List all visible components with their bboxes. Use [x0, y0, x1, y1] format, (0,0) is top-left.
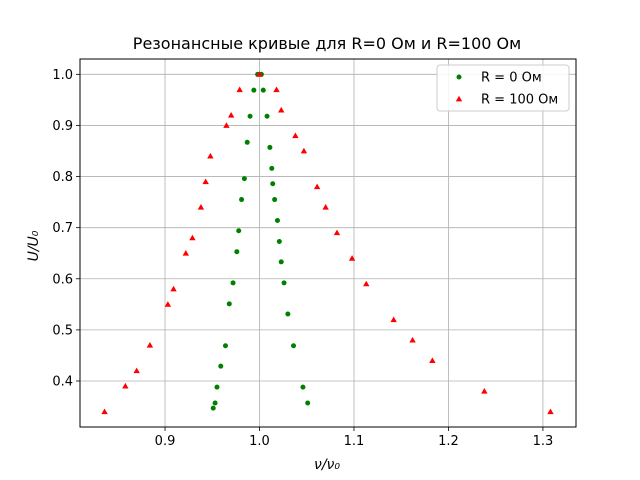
data-point: [278, 259, 284, 265]
data-point: [390, 316, 397, 323]
data-point: [272, 197, 278, 203]
x-tick-label: 1.3: [533, 434, 554, 449]
data-point: [267, 144, 273, 150]
data-point: [236, 228, 242, 234]
y-tick-label: 0.8: [52, 170, 73, 185]
x-tick-label: 1.1: [344, 434, 365, 449]
data-point: [409, 336, 416, 343]
y-tick-label: 0.4: [52, 375, 73, 390]
data-point: [244, 139, 250, 145]
data-point: [291, 343, 297, 349]
data-point: [227, 112, 235, 118]
data-point: [269, 165, 275, 171]
data-points: [101, 71, 554, 415]
data-point: [239, 197, 245, 203]
data-point: [455, 95, 463, 102]
data-point: [363, 280, 370, 287]
y-tick-label: 0.9: [52, 119, 73, 134]
data-point: [210, 405, 216, 411]
data-point: [264, 113, 270, 119]
data-point: [276, 238, 282, 244]
data-point: [241, 176, 247, 182]
y-tick-label: 0.5: [52, 323, 73, 338]
data-point: [234, 249, 240, 255]
data-point: [260, 87, 266, 93]
data-point: [348, 255, 356, 261]
x-axis-label: ν/ν₀: [314, 457, 340, 473]
x-tick-label: 1.0: [249, 434, 270, 449]
data-point: [164, 301, 172, 307]
data-point: [214, 384, 220, 390]
y-axis-label: U/U₀: [26, 230, 42, 261]
data-point: [281, 280, 287, 286]
axis-ticks: 0.9 1.0 1.1 1.2 1.3 0.4 0.5 0.6 0.7 0.8 0.9 1.0: [52, 68, 553, 449]
data-point: [429, 357, 436, 363]
legend-label: R = 100 Ом: [481, 93, 558, 108]
data-point: [300, 147, 308, 154]
y-tick-label: 1.0: [52, 68, 73, 83]
data-point: [170, 285, 177, 292]
data-point: [230, 280, 236, 286]
data-point: [273, 86, 280, 93]
data-point: [207, 152, 214, 159]
data-point: [101, 408, 108, 415]
series-points: [101, 71, 554, 415]
data-point: [305, 400, 311, 406]
data-point: [226, 301, 232, 307]
data-point: [256, 71, 263, 77]
data-point: [313, 183, 321, 190]
grid: [80, 59, 576, 427]
data-point: [322, 204, 329, 210]
legend-box: [436, 64, 570, 112]
data-point: [247, 113, 253, 119]
legend-label: R = 0 Ом: [481, 71, 542, 86]
data-point: [223, 122, 230, 128]
x-tick-label: 1.2: [438, 434, 459, 449]
y-tick-label: 0.7: [52, 221, 73, 236]
data-point: [278, 106, 285, 113]
data-point: [292, 132, 299, 139]
chart-title: Резонансные кривые для R=0 Ом и R=100 Ом: [133, 34, 521, 53]
data-point: [285, 311, 291, 317]
plot-frame: [79, 58, 577, 428]
data-point: [222, 343, 228, 349]
data-point: [456, 74, 462, 80]
legend-entry: R = 0 Ом: [456, 71, 542, 86]
data-point: [547, 408, 554, 415]
data-point: [202, 178, 209, 185]
data-point: [197, 204, 205, 210]
data-point: [300, 384, 306, 390]
legend: R = 0 Ом R = 100 Ом: [436, 64, 570, 112]
data-point: [333, 229, 341, 236]
data-point: [122, 382, 129, 389]
data-point: [236, 86, 243, 93]
data-point: [218, 363, 224, 369]
data-point: [146, 342, 154, 348]
data-point: [270, 181, 276, 187]
data-point: [189, 234, 196, 241]
data-point: [212, 400, 218, 406]
data-point: [251, 87, 257, 93]
data-point: [182, 250, 190, 256]
data-point: [481, 388, 488, 394]
x-tick-label: 0.9: [155, 434, 176, 449]
data-point: [133, 367, 140, 374]
y-tick-label: 0.6: [52, 272, 73, 287]
series-points: [210, 71, 311, 411]
data-point: [274, 218, 280, 224]
legend-entry: R = 100 Ом: [455, 93, 558, 108]
